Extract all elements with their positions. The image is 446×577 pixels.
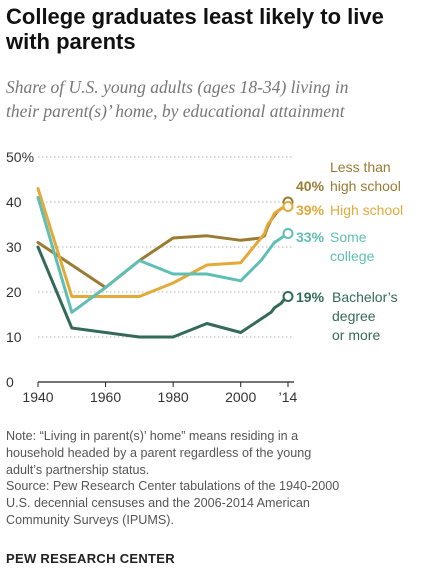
value-label-bachelors-degree: 19%	[296, 289, 325, 305]
series-line-less-than-high-school	[36, 200, 290, 289]
endpoint-marker-high-school	[282, 201, 294, 212]
endpoint-marker-bachelors-degree	[282, 291, 294, 302]
chart-title: College graduates least likely to live w…	[6, 4, 436, 54]
y-tick-label: 50%	[6, 149, 34, 165]
series-label-bachelors-degree: Bachelor’s	[332, 289, 398, 305]
y-tick-label: 10	[6, 329, 22, 345]
note-line-2: household headed by a parent regardless …	[6, 446, 312, 460]
chart-subtitle: Share of U.S. young adults (ages 18-34) …	[6, 75, 442, 123]
series-line-bachelors-degree	[36, 245, 290, 339]
chart-subtitle-line1: Share of U.S. young adults (ages 18-34) …	[6, 77, 349, 97]
series-label-less-than-high-school: high school	[330, 178, 401, 194]
y-tick-label: 30	[6, 239, 22, 255]
x-tick-label: 1980	[158, 389, 189, 405]
x-tick-label: 1940	[22, 389, 53, 405]
y-tick-label: 40	[6, 194, 22, 210]
x-tick-label: ’14	[279, 389, 298, 405]
series-line-high-school	[36, 187, 290, 298]
chart-title-line2: with parents	[6, 29, 136, 54]
series-label-bachelors-degree: or more	[332, 327, 380, 343]
x-tick-label: 2000	[225, 389, 256, 405]
series-label-high-school: High school	[330, 202, 403, 218]
series-label-less-than-high-school: Less than	[330, 159, 391, 175]
y-tick-label: 20	[6, 284, 22, 300]
series-label-some-college: college	[330, 248, 375, 264]
note-line-1: Note: “Living in parent(s)’ home” means …	[6, 429, 299, 443]
y-tick-label: 0	[6, 374, 14, 390]
source-line-2: U.S. decennial censuses and the 2006-201…	[6, 496, 310, 510]
value-label-high-school: 39%	[296, 202, 325, 218]
value-label-less-than-high-school: 40%	[296, 178, 325, 194]
brand-label: PEW RESEARCH CENTER	[6, 551, 175, 566]
series-label-bachelors-degree: degree	[332, 308, 376, 324]
source-line-3: Community Surveys (IPUMS).	[6, 513, 174, 527]
value-label-some-college: 33%	[296, 229, 325, 245]
source-line-1: Source: Pew Research Center tabulations …	[6, 479, 340, 493]
chart-subtitle-line2: their parent(s)’ home, by educational at…	[6, 101, 345, 121]
line-chart: 0 10 20 30 40 50% 1940 1960 1980 2000 ’14 40% Less t…	[6, 149, 403, 405]
series-label-some-college: Some	[330, 229, 367, 245]
chart-note: Note: “Living in parent(s)’ home” means …	[6, 428, 436, 479]
note-line-3: adult’s partnership status.	[6, 463, 150, 477]
chart-source: Source: Pew Research Center tabulations …	[6, 478, 436, 529]
chart-title-line1: College graduates least likely to live	[6, 4, 384, 29]
endpoint-marker-some-college	[282, 228, 294, 239]
x-tick-label: 1960	[90, 389, 121, 405]
series-line-some-college	[36, 196, 290, 314]
